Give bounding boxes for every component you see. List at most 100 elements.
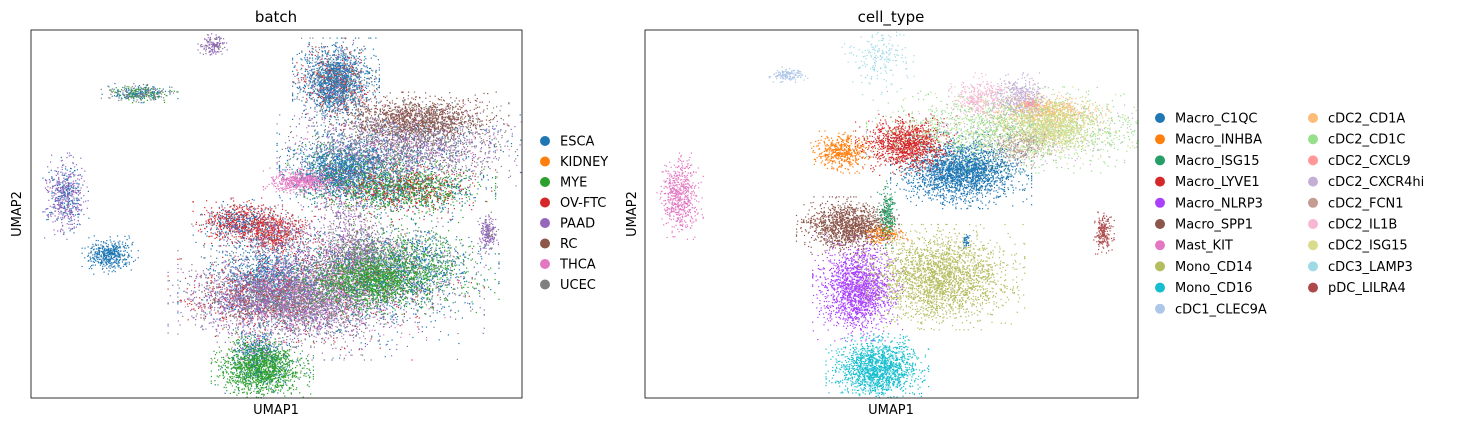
point: [353, 85, 354, 86]
point: [297, 54, 298, 55]
point: [340, 85, 341, 86]
point: [372, 92, 373, 93]
point: [354, 78, 355, 79]
point: [276, 256, 277, 257]
point: [340, 57, 341, 58]
point: [307, 100, 308, 101]
point: [325, 126, 326, 127]
point: [305, 92, 306, 93]
point: [357, 69, 358, 70]
point: [328, 69, 329, 70]
point: [350, 85, 351, 86]
point: [375, 38, 376, 39]
point: [344, 100, 345, 101]
point: [331, 77, 332, 78]
point: [327, 85, 328, 86]
point: [301, 77, 302, 78]
point: [293, 74, 294, 75]
point: [337, 38, 338, 39]
point: [251, 277, 252, 278]
point: [313, 72, 314, 73]
point: [240, 273, 241, 274]
point: [333, 67, 334, 68]
point: [307, 73, 308, 74]
point: [341, 76, 342, 77]
point: [358, 38, 359, 39]
point: [349, 88, 350, 89]
point: [228, 274, 229, 275]
point: [329, 98, 330, 99]
point: [321, 92, 322, 93]
point: [347, 106, 348, 107]
point: [292, 71, 293, 72]
point: [361, 98, 362, 99]
point: [262, 255, 263, 256]
point: [357, 103, 358, 104]
point: [351, 101, 352, 102]
point: [265, 257, 266, 258]
point: [343, 98, 344, 99]
point: [334, 72, 335, 73]
point: [295, 65, 296, 66]
point: [364, 56, 365, 57]
point: [336, 42, 337, 43]
point: [335, 107, 336, 108]
point: [364, 90, 365, 91]
point: [351, 70, 352, 71]
point: [355, 59, 356, 60]
point: [329, 121, 330, 122]
point: [318, 80, 319, 81]
point: [346, 77, 347, 78]
point: [316, 77, 317, 78]
point: [343, 107, 344, 108]
point: [297, 149, 298, 150]
point: [315, 78, 316, 79]
point: [374, 90, 375, 91]
point: [297, 96, 298, 97]
plot-title-batch: batch: [255, 8, 297, 26]
point: [379, 69, 380, 70]
point: [309, 61, 310, 62]
point: [375, 91, 376, 92]
point: [210, 262, 211, 263]
point: [335, 50, 336, 51]
point: [350, 51, 351, 52]
point: [292, 95, 293, 96]
point: [308, 46, 309, 47]
point: [337, 109, 338, 110]
point: [294, 266, 295, 267]
point: [343, 96, 344, 97]
point: [287, 165, 288, 166]
point: [298, 78, 299, 79]
point: [327, 71, 328, 72]
point: [349, 66, 350, 67]
point: [360, 71, 361, 72]
point: [236, 248, 237, 249]
point: [311, 54, 312, 55]
point: [341, 98, 342, 99]
point: [327, 135, 328, 136]
point: [314, 107, 315, 108]
point: [366, 65, 367, 66]
point: [260, 277, 261, 278]
point: [366, 70, 367, 71]
point: [359, 96, 360, 97]
point: [351, 74, 352, 75]
point: [285, 261, 286, 262]
point: [310, 107, 311, 108]
point: [258, 255, 259, 256]
point: [323, 88, 324, 89]
point: [352, 71, 353, 72]
point: [355, 75, 356, 76]
point: [317, 70, 318, 71]
point: [324, 47, 325, 48]
point: [279, 257, 280, 258]
point: [327, 76, 328, 77]
point: [364, 80, 365, 81]
point: [311, 126, 312, 127]
point: [314, 69, 315, 70]
point: [352, 67, 353, 68]
point: [233, 257, 234, 258]
point: [358, 53, 359, 54]
